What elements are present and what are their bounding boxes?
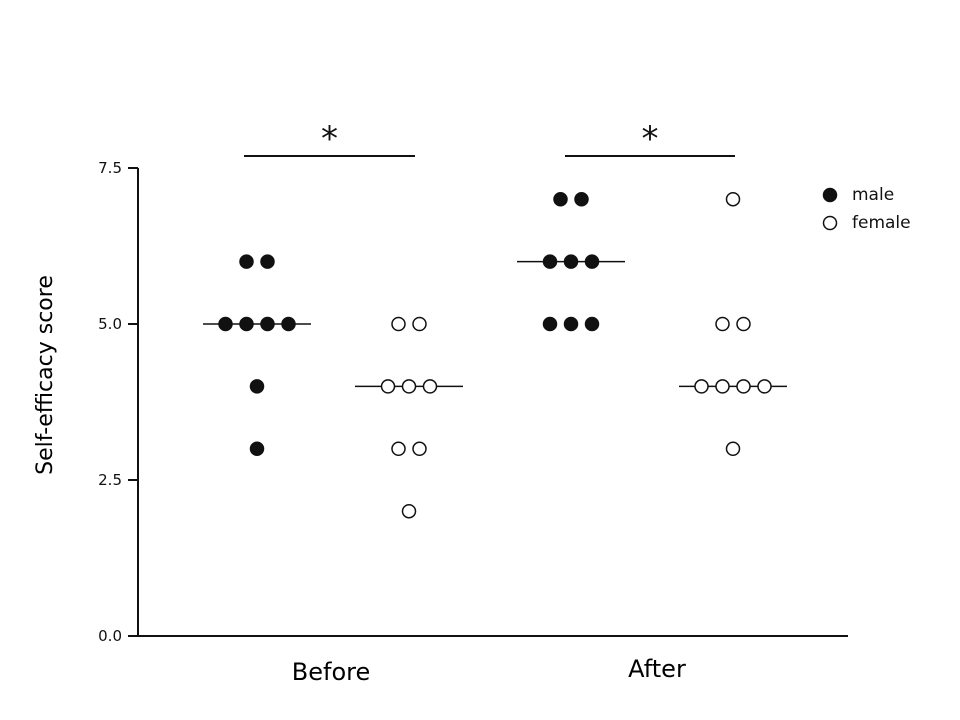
data-point-male [260,316,275,332]
data-point-male [218,316,233,332]
data-point-female [725,191,741,207]
data-point-male [542,254,558,269]
significance-marker: * [642,119,659,159]
data-point-female [725,441,741,457]
data-point-female [757,379,772,394]
legend-label-female: female [852,213,911,233]
data-marks [203,191,787,519]
data-point-female [412,316,427,332]
data-point-male [249,441,265,457]
significance-marker: * [321,119,338,159]
legend-marker-male [822,187,838,203]
data-point-male [584,316,600,332]
data-point-female [736,316,751,332]
data-point-male [260,254,275,269]
data-point-male [239,254,254,269]
legend-label-male: male [852,185,894,205]
data-point-male [249,379,265,394]
data-point-female [391,316,406,332]
data-point-female [736,379,751,394]
legend: male female [822,185,911,233]
y-tick-label: 7.5 [98,159,122,177]
data-point-female [422,379,438,394]
data-point-female [412,441,427,457]
y-tick-label: 0.0 [98,627,122,645]
data-point-male [563,254,579,269]
data-point-female [694,379,709,394]
data-point-male [553,191,568,207]
legend-marker-female [822,215,838,231]
y-axis-title: Self-efficacy score [33,275,58,475]
data-point-male [542,316,558,332]
significance-annotations: * * [244,119,735,159]
y-tick-label: 2.5 [98,471,122,489]
y-tick-label: 5.0 [98,315,122,333]
data-point-female [391,441,406,457]
category-label-before: Before [292,658,370,686]
data-point-female [380,379,396,394]
category-label-after: After [628,655,686,683]
data-point-male [239,316,254,332]
data-point-male [584,254,600,269]
data-point-male [574,191,589,207]
y-ticks: 0.0 2.5 5.0 7.5 [98,159,138,645]
data-point-male [281,316,296,332]
data-point-female [401,379,417,394]
data-point-female [715,316,730,332]
data-point-male [563,316,579,332]
data-point-female [401,503,417,519]
data-point-female [715,379,730,394]
